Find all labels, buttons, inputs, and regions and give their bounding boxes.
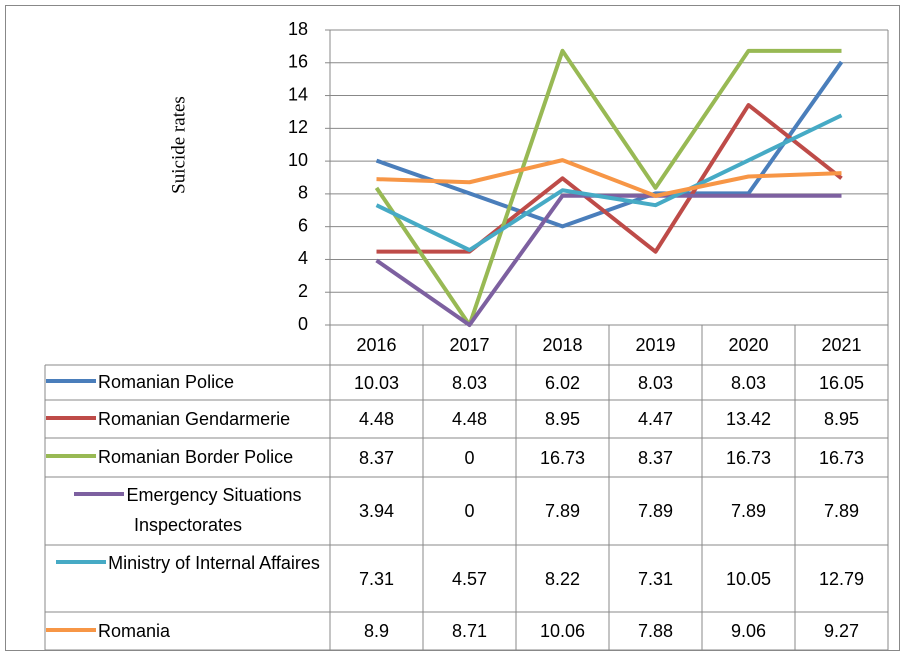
y-tick-label: 0 [298,314,308,334]
y-tick-label: 8 [298,183,308,203]
legend-label: Ministry of Internal Affaires [108,553,320,573]
table-value: 8.03 [730,372,767,393]
legend-label: Emergency Situations Inspectorates [126,485,302,535]
table-value: 4.47 [637,409,674,429]
table-value: 8.95 [544,409,581,429]
y-tick-label: 10 [288,150,308,170]
legend-label: Romanian Border Police [98,447,294,467]
legend-entry: Romanian Gendarmerie [46,400,330,438]
table-value: 8.95 [823,409,860,429]
table-value: 4.57 [451,568,488,589]
table-value: 7.31 [358,568,395,589]
series-line [375,193,842,327]
table-value: 7.89 [544,501,581,521]
table-value: 9.27 [823,621,860,641]
table-value: 7.89 [637,501,674,521]
table-value: 8.37 [637,447,674,468]
table-value: 16.73 [539,447,586,468]
legend-key [56,560,107,565]
table-value: 7.89 [823,501,860,521]
table-value: 13.42 [725,409,772,429]
table-value: 7.88 [637,621,674,641]
y-tick-label: 2 [298,281,308,301]
table-value: 8.22 [544,568,581,589]
table-value: 4.48 [358,409,395,429]
table-value: 6.02 [544,372,581,393]
series-line [375,113,843,253]
table-value: 9.06 [730,621,767,641]
table-value: 7.89 [730,501,767,521]
table-value: 8.71 [451,621,488,641]
legend-entry: Romanian Border Police [46,438,330,477]
x-tick-label: 2020 [728,335,769,355]
table-value: 10.03 [353,372,400,393]
y-tick-label: 18 [288,19,308,39]
y-tick-label: 14 [288,84,308,104]
y-tick-label: 4 [298,248,308,268]
table-value: 8.9 [363,621,390,641]
legend-key [46,454,96,459]
y-tick-label: 16 [288,52,308,72]
legend-entry: Ministry of Internal Affaires [46,545,330,612]
series-line [376,158,842,198]
legend-key [46,628,96,633]
table-value: 8.37 [358,447,395,468]
legend-entry: Emergency Situations Inspectorates [46,477,330,545]
table-value: 0 [464,501,475,521]
x-tick-label: 2016 [356,335,397,355]
legend-key [74,492,125,497]
series-line [374,48,842,327]
y-tick-label: 6 [298,215,308,235]
table-value: 7.31 [637,568,674,589]
table-value: 8.03 [637,372,674,393]
x-tick-label: 2021 [821,335,862,355]
series-line [375,60,844,229]
table-value: 8.03 [451,372,488,393]
table-value: 12.79 [818,568,865,589]
table-value: 0 [464,447,475,468]
legend-label: Romanian Gendarmerie [98,409,291,429]
y-tick-label: 12 [288,117,308,137]
table-value: 16.73 [818,447,865,468]
legend-entry: Romanian Police [46,365,330,400]
table-value: 4.48 [451,409,488,429]
y-axis-label: Suicide rates [168,96,189,194]
legend-label: Romania [98,621,171,641]
series-line [376,103,843,254]
legend-key [46,379,96,384]
legend-label: Romanian Police [98,372,235,392]
x-tick-label: 2018 [542,335,583,355]
table-value: 10.06 [539,621,586,641]
x-tick-label: 2019 [635,335,676,355]
table-value: 10.05 [725,568,772,589]
table-value: 3.94 [358,501,395,521]
table-value: 16.73 [725,447,772,468]
x-tick-label: 2017 [449,335,490,355]
legend-key [46,416,96,421]
table-value: 16.05 [818,372,865,393]
legend-entry: Romania [46,612,330,650]
